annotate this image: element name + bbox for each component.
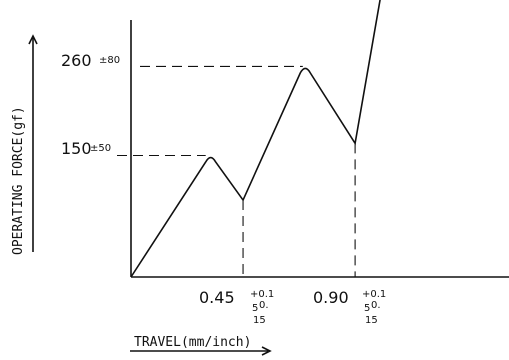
guide-lines — [117, 65, 356, 277]
x-marker-045-tol-frac: 0. — [259, 300, 269, 311]
force-curve-layer — [130, 0, 381, 278]
x-marker-090-tol-bot: 15 — [365, 315, 378, 326]
x-marker-090-tol-top: +0.1 — [362, 289, 386, 300]
x-axis-title-arrow — [261, 346, 272, 356]
y-marker-260-value: 260 — [61, 51, 92, 70]
x-marker-045-tol-bot: 15 — [253, 315, 266, 326]
x-marker-045-tol-mid: 5 — [252, 303, 258, 314]
x-marker-045-value: 0.45 — [199, 288, 235, 307]
x-axis-title: TRAVEL(mm/inch) — [134, 335, 251, 350]
y-marker-260-tolerance: ±80 — [99, 55, 120, 66]
x-marker-045-tol-top: +0.1 — [250, 289, 274, 300]
y-marker-150-tolerance: ±50 — [90, 143, 111, 154]
x-marker-090-tol-frac: 0. — [371, 300, 381, 311]
x-marker-090-tol-mid: 5 — [364, 303, 370, 314]
x-marker-090-value: 0.90 — [313, 288, 349, 307]
y-axis-title: OPERATING FORCE(gf) — [11, 106, 26, 255]
y-axis-title-arrow — [28, 34, 38, 45]
y-marker-150-value: 150 — [61, 139, 92, 158]
force-curve — [130, 0, 381, 278]
